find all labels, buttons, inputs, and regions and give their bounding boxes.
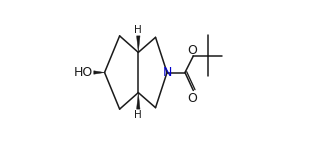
Polygon shape — [137, 93, 140, 109]
Polygon shape — [94, 71, 105, 74]
Text: N: N — [162, 66, 172, 79]
Text: H: H — [134, 110, 142, 120]
Text: HO: HO — [74, 66, 93, 79]
Polygon shape — [137, 36, 140, 52]
Text: H: H — [134, 25, 142, 35]
Text: O: O — [187, 44, 197, 57]
Text: O: O — [187, 92, 197, 105]
